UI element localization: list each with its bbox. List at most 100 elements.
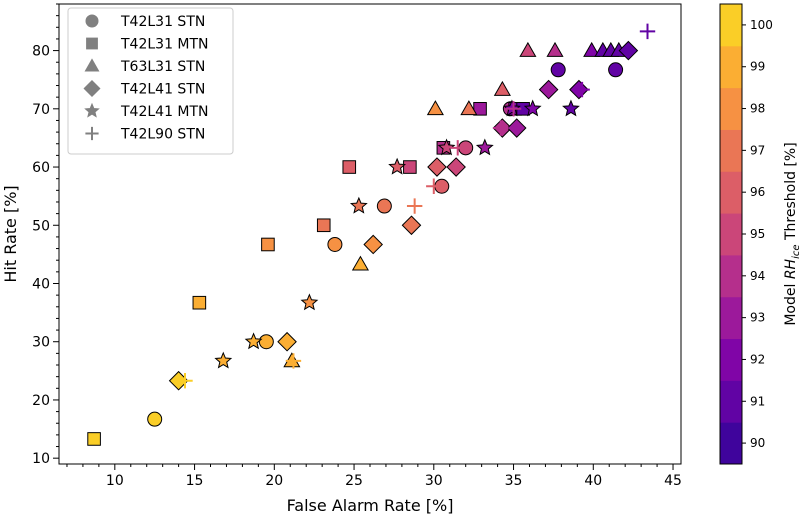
data-point (403, 160, 417, 174)
data-point (523, 99, 542, 117)
colorbar-tick-label: 91 (750, 394, 765, 408)
data-point (87, 432, 101, 446)
data-point (300, 293, 319, 311)
y-tick-label: 30 (32, 335, 50, 351)
data-point (550, 62, 566, 78)
legend-label: T63L31 STN (120, 59, 205, 75)
colorbar-tick-label: 97 (750, 143, 765, 157)
colorbar-cell (720, 213, 742, 256)
data-point (618, 40, 639, 61)
legend-item: T42L31 STN (85, 14, 205, 30)
data-point (327, 236, 343, 252)
x-axis-label: False Alarm Rate [%] (287, 496, 454, 515)
colorbar-cell (720, 254, 742, 298)
colorbar-cell (720, 87, 742, 130)
data-point (406, 198, 423, 214)
data-point (493, 80, 511, 96)
y-tick-label: 70 (32, 102, 50, 118)
y-axis-label: Hit Rate [%] (1, 185, 20, 282)
legend-item: T42L90 STN (85, 127, 205, 143)
x-tick-label: 30 (425, 473, 443, 489)
y-tick-label: 50 (32, 218, 50, 234)
data-point (342, 160, 357, 174)
x-axis: 10 15 20 25 30 35 40 45 (66, 464, 682, 489)
legend-marker (85, 14, 99, 28)
data-point (562, 99, 580, 117)
data-point (446, 157, 466, 177)
data-point (285, 353, 302, 369)
series-t42l41-mtn (214, 99, 580, 369)
colorbar-cell (720, 338, 742, 381)
legend-marker (84, 58, 100, 72)
y-axis: 10 20 30 40 50 60 70 80 (32, 3, 59, 467)
data-point (258, 334, 274, 350)
series-t42l90-stn (177, 23, 656, 389)
legend-box (67, 7, 234, 155)
x-tick-label: 40 (584, 473, 602, 489)
colorbar-tick-label: 98 (750, 102, 765, 116)
colorbar-cell (720, 422, 742, 465)
colorbar-cell (720, 296, 742, 340)
data-point (505, 101, 522, 117)
colorbar-cell (720, 4, 742, 47)
y-tick-label: 10 (32, 451, 50, 467)
colorbar-cell (720, 380, 742, 423)
colorbar-tick-label: 95 (750, 227, 765, 241)
legend-marker (83, 79, 101, 98)
data-point (427, 157, 447, 177)
data-marks (87, 23, 656, 446)
legend-label: T42L41 MTN (120, 104, 209, 120)
y-tick-label: 20 (32, 393, 50, 409)
x-tick-label: 35 (505, 473, 523, 489)
legend-item: T42L31 MTN (86, 37, 209, 53)
legend-marker (86, 37, 98, 50)
legend-label: T42L31 MTN (120, 37, 209, 53)
legend-item: T42L41 STN (83, 79, 205, 98)
legend: T42L31 STN T42L31 MTN T63L31 STN T42L41 STN… (67, 7, 234, 155)
data-point (192, 295, 207, 310)
data-point (493, 120, 509, 136)
colorbar-cell (720, 129, 742, 172)
y-tick-label: 40 (32, 276, 50, 292)
colorbar-tick-label: 93 (750, 311, 765, 325)
data-point (261, 237, 275, 252)
legend-label: T42L41 STN (120, 82, 205, 98)
data-point (147, 411, 163, 427)
colorbar-label: Model RHice Threshold [%] (783, 142, 799, 325)
data-point (426, 100, 444, 116)
data-point (519, 41, 537, 57)
data-point (460, 100, 478, 116)
data-point (277, 331, 297, 352)
data-point (437, 138, 456, 156)
data-point (450, 140, 466, 156)
colorbar-tick-label: 94 (750, 269, 765, 283)
data-point (316, 218, 331, 233)
data-point (506, 118, 527, 138)
x-tick-label: 15 (186, 473, 204, 489)
colorbar-cell (720, 45, 742, 89)
data-point (244, 332, 263, 350)
colorbar-tick-label: 99 (750, 60, 765, 74)
legend-label: T42L31 STN (120, 14, 205, 30)
colorbar-cell (720, 171, 742, 214)
data-point (214, 351, 233, 369)
data-point (608, 62, 624, 78)
legend-marker (84, 102, 100, 118)
data-point (540, 81, 557, 98)
legend-marker (85, 126, 99, 141)
data-point (401, 215, 422, 236)
data-point (349, 196, 368, 214)
legend-item: T63L31 STN (84, 58, 205, 75)
data-point (388, 157, 407, 175)
data-point (426, 178, 442, 194)
data-point (475, 138, 494, 156)
colorbar: 90 91 92 93 94 95 96 97 98 99 100 Model RHice Thres… (719, 3, 799, 465)
data-point (574, 81, 590, 98)
x-tick-label: 45 (664, 473, 682, 489)
data-point (351, 255, 369, 271)
y-tick-label: 60 (32, 160, 50, 176)
colorbar-tick-label: 92 (750, 352, 765, 366)
x-tick-label: 10 (106, 473, 124, 489)
legend-item: T42L41 MTN (84, 102, 209, 120)
